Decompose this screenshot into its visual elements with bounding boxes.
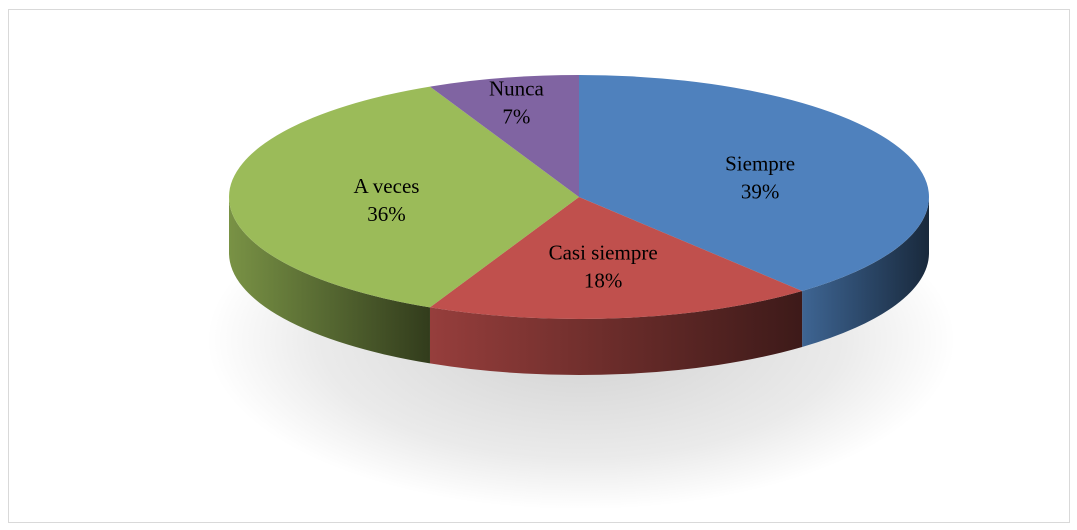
pie-labels: Siempre 39% Casi siempre 18% A veces 36% Nunca… [354,76,796,292]
chart-area: Siempre 39% Casi siempre 18% A veces 36% Nunca… [8,9,1070,523]
pie-slice-nunca [429,75,579,197]
pie-sides [229,197,929,375]
pie-side-casi-siempre [429,291,803,375]
pie-side-siempre [802,197,929,348]
slice-label-nunca: Nunca 7% [489,76,544,128]
slice-label-siempre: Siempre 39% [725,151,795,203]
pie-chart: Siempre 39% Casi siempre 18% A veces 36% Nunca… [206,75,956,510]
slice-label-a-veces: A veces 36% [354,174,420,226]
pie-slice-siempre [579,75,929,292]
slice-label-casi-siempre: Casi siempre 18% [549,241,658,293]
pie-side-a-veces [229,197,430,364]
pie-tops [229,75,929,319]
pie-slice-casi-siempre [429,197,803,319]
pie-slice-a-veces [229,86,579,308]
